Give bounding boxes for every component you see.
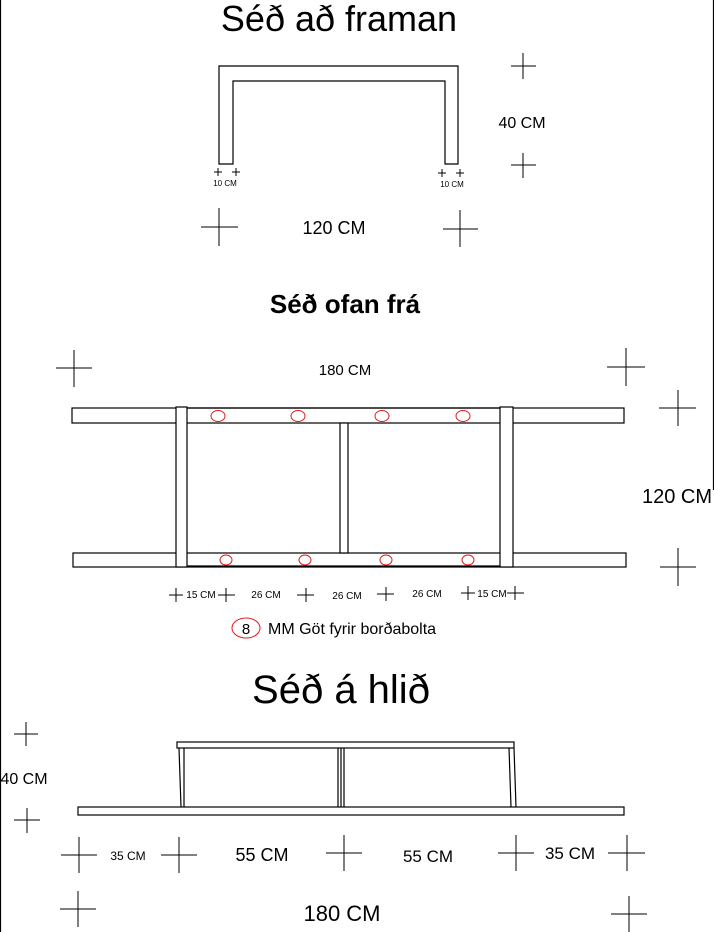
crosshair-icon — [511, 53, 536, 79]
crosshair-icon — [214, 168, 222, 176]
crosshair-icon — [60, 891, 96, 927]
bolt-hole — [461, 554, 475, 566]
crosshair-icon — [507, 586, 524, 600]
bolt-hole — [379, 554, 393, 566]
front-width-label: 120 CM — [302, 218, 365, 238]
crosshair-icon — [611, 896, 647, 932]
crosshair-icon — [161, 837, 197, 873]
crosshair-markers — [14, 53, 696, 932]
crosshair-icon — [326, 835, 362, 871]
side-height-label: 40 CM — [0, 771, 47, 788]
crosshair-icon — [660, 548, 696, 586]
top-length-label: 180 CM — [319, 362, 372, 379]
crosshair-icon — [297, 588, 314, 602]
side-section-label: 55 CM — [235, 845, 288, 865]
top-crossbeam-middle — [339, 422, 349, 554]
front-height-label: 40 CM — [498, 115, 545, 132]
side-leg-right — [508, 747, 517, 808]
side-length-label: 180 CM — [303, 901, 380, 926]
bolt-hole — [455, 410, 471, 422]
side-section-label: 35 CM — [545, 844, 595, 863]
spacing-label: 26 CM — [332, 591, 361, 602]
top-crossbeam-left — [175, 406, 188, 568]
crosshair-icon — [498, 835, 534, 871]
legend-hole-icon — [231, 617, 261, 639]
front-view: Séð að framan 40 CM 10 CM 10 CM 120 CM — [213, 0, 545, 238]
crosshair-icon — [14, 722, 38, 746]
front-view-profile — [218, 65, 459, 165]
front-leg-label-left: 10 CM — [213, 179, 237, 188]
bolt-hole — [374, 410, 390, 422]
crosshair-icon — [56, 350, 92, 387]
crosshair-icon — [511, 153, 536, 178]
side-base-beam — [77, 806, 625, 816]
bolt-hole — [290, 410, 306, 422]
crosshair-icon — [218, 588, 235, 602]
side-leg-left — [178, 747, 185, 808]
side-section-label: 55 CM — [403, 847, 453, 866]
crosshair-icon — [443, 210, 478, 247]
bolt-hole — [219, 554, 233, 566]
legend-hole-number: 8 — [242, 621, 250, 638]
crosshair-icon — [659, 390, 696, 426]
top-rail-front — [72, 552, 627, 568]
crosshair-icon — [607, 348, 645, 386]
crosshair-icon — [377, 587, 394, 601]
crosshair-icon — [61, 837, 97, 873]
top-rail-back — [71, 407, 625, 424]
front-leg-label-right: 10 CM — [440, 180, 464, 189]
legend-hole-text: MM Göt fyrir borðabolta — [268, 621, 436, 638]
top-crossbeam-right — [499, 406, 514, 568]
side-tabletop — [176, 741, 515, 749]
crosshair-icon — [461, 586, 475, 600]
crosshair-icon — [232, 168, 240, 176]
spacing-label: 15 CM — [186, 590, 215, 601]
side-view: Séð á hlið 40 CM 35 CM 55 CM 55 CM 35 CM… — [0, 668, 625, 926]
crosshair-icon — [438, 169, 446, 177]
crosshair-icon — [456, 169, 464, 177]
bolt-hole — [298, 554, 312, 566]
side-leg-middle — [337, 748, 345, 807]
spacing-label: 26 CM — [251, 590, 280, 601]
crosshair-icon — [169, 588, 183, 602]
spacing-label: 15 CM — [477, 589, 506, 600]
side-view-title: Séð á hlið — [252, 668, 430, 712]
crosshair-icon — [201, 208, 238, 246]
top-depth-label: 120 CM — [642, 486, 712, 508]
front-view-title: Séð að framan — [221, 0, 457, 39]
crosshair-icon — [14, 808, 40, 833]
spacing-label: 26 CM — [412, 589, 441, 600]
crosshair-icon — [608, 835, 645, 871]
top-view: Séð ofan frá 180 CM 120 CM 15 CM 26 CM 2… — [71, 289, 712, 639]
side-section-label: 35 CM — [110, 849, 145, 863]
bolt-hole — [210, 410, 226, 422]
top-view-title: Séð ofan frá — [270, 289, 421, 319]
